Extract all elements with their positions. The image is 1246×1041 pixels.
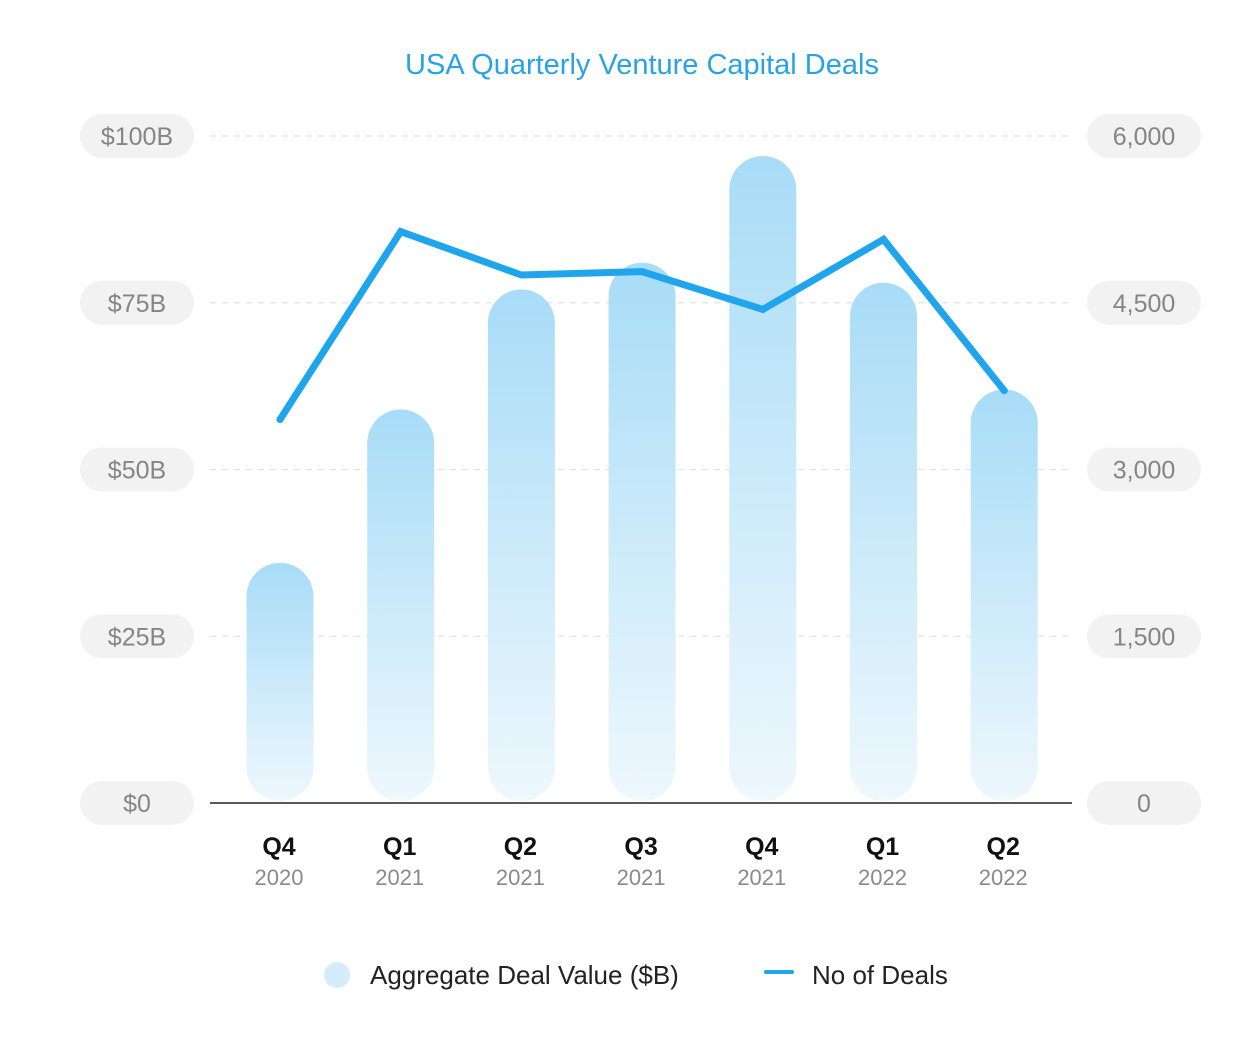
x-label-quarter: Q2 [987,833,1020,861]
line-series [276,227,1008,423]
bar-q2-2021 [487,289,555,801]
bar-q3-2021 [608,262,676,802]
right-tick-pill [1087,447,1201,492]
x-label-year: 2021 [496,865,545,890]
left-tick-pill [80,447,194,492]
right-axis: 0 1,500 3,000 4,500 6,000 [1087,114,1201,825]
deals-point [517,271,525,279]
chart-title: USA Quarterly Venture Capital Deals [405,49,879,81]
x-label-year: 2021 [737,865,786,890]
left-tick-label: $0 [123,790,151,818]
left-tick-pill [80,781,194,825]
legend-swatch-deal-value [324,962,350,988]
deals-point [1000,387,1008,395]
left-tick-pill [80,280,194,325]
bar-series [246,156,1038,802]
deals-point [638,268,646,276]
x-label-year: 2020 [255,865,304,890]
x-label-quarter: Q1 [383,833,416,861]
right-tick-pill [1087,781,1201,825]
right-tick-label: 6,000 [1113,123,1176,151]
left-tick-label: $25B [108,623,166,651]
deals-point [276,415,284,423]
right-tick-pill [1087,280,1201,325]
deals-point [397,228,405,236]
x-label-year: 2022 [858,865,907,890]
left-tick-pill [80,114,194,158]
left-tick-label: $50B [108,457,166,485]
bar-q2-2022 [970,389,1038,801]
x-label-quarter: Q4 [262,833,295,861]
left-axis: $0 $25B $50B $75B $100B [80,114,194,825]
x-label-quarter: Q4 [745,833,778,861]
x-label-year: 2021 [617,865,666,890]
x-label-quarter: Q3 [624,833,657,861]
deals-point [759,305,767,313]
legend-label-deals: No of Deals [812,960,948,990]
legend: Aggregate Deal Value ($B) No of Deals [324,960,948,990]
right-tick-label: 0 [1137,790,1151,818]
left-tick-label: $100B [101,123,173,151]
x-label-year: 2021 [375,865,424,890]
left-tick-label: $75B [108,290,166,318]
bar-q4-2020 [246,562,314,801]
right-tick-pill [1087,114,1201,158]
x-label-quarter: Q1 [866,833,899,861]
bar-q4-2021 [729,156,797,801]
legend-label-deal-value: Aggregate Deal Value ($B) [370,960,679,990]
x-label-quarter: Q2 [504,833,537,861]
bar-q1-2021 [367,409,435,801]
left-tick-pill [80,614,194,659]
right-tick-label: 3,000 [1113,457,1176,485]
right-tick-pill [1087,614,1201,659]
right-tick-label: 1,500 [1113,623,1176,651]
x-label-year: 2022 [979,865,1028,890]
bar-q1-2022 [850,282,917,801]
right-tick-label: 4,500 [1113,290,1176,318]
deals-point [880,235,887,243]
x-axis-labels: Q4 2020 Q1 2021 Q2 2021 Q3 2021 Q4 2021 Q1 2022 Q2 20… [255,833,1028,890]
